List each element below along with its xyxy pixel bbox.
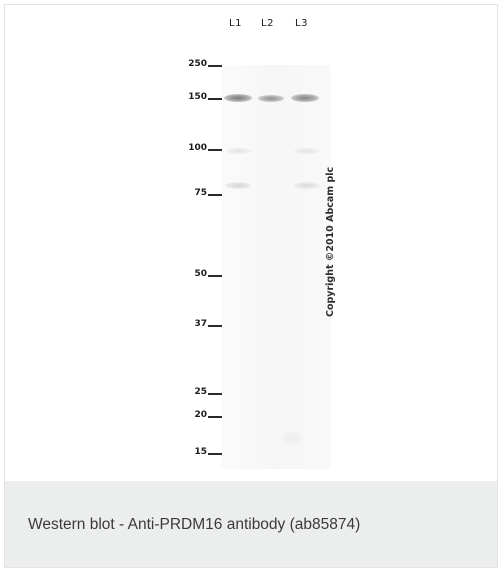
marker-label-15: 15 [194, 447, 207, 457]
marker-tick-20 [208, 416, 222, 418]
caption-bar: Western blot - Anti-PRDM16 antibody (ab8… [5, 481, 497, 567]
band-l2-smear [283, 431, 303, 445]
band-l3-100 [294, 148, 320, 154]
marker-label-37: 37 [194, 319, 207, 329]
marker-tick-100 [208, 149, 222, 151]
image-caption: Western blot - Anti-PRDM16 antibody (ab8… [28, 516, 361, 533]
lane-label-l2: L2 [261, 18, 274, 29]
marker-tick-37 [208, 325, 222, 327]
band-l2-150 [258, 95, 284, 102]
marker-label-150: 150 [188, 92, 207, 102]
marker-tick-50 [208, 275, 222, 277]
marker-tick-15 [208, 453, 222, 455]
lane-label-l1: L1 [229, 18, 242, 29]
marker-tick-25 [208, 393, 222, 395]
marker-label-250: 250 [188, 59, 207, 69]
marker-label-100: 100 [188, 143, 207, 153]
band-l3-75 [294, 182, 320, 189]
band-l3-150 [291, 94, 319, 102]
marker-label-20: 20 [194, 410, 207, 420]
copyright-notice: Copyright ©2010 Abcam plc [325, 166, 336, 317]
western-blot-image[interactable]: L1 L2 L3 250 150 100 75 50 37 25 20 15 C… [5, 5, 497, 481]
marker-label-75: 75 [194, 188, 207, 198]
band-l1-150 [224, 94, 252, 102]
marker-tick-75 [208, 194, 222, 196]
lane-label-l3: L3 [295, 18, 308, 29]
marker-tick-250 [208, 65, 222, 67]
image-card: L1 L2 L3 250 150 100 75 50 37 25 20 15 C… [4, 4, 498, 568]
marker-label-25: 25 [194, 387, 207, 397]
marker-label-50: 50 [194, 269, 207, 279]
blot-membrane [221, 65, 331, 469]
band-l1-100 [226, 148, 252, 154]
marker-tick-150 [208, 98, 222, 100]
band-l1-75 [225, 182, 251, 189]
